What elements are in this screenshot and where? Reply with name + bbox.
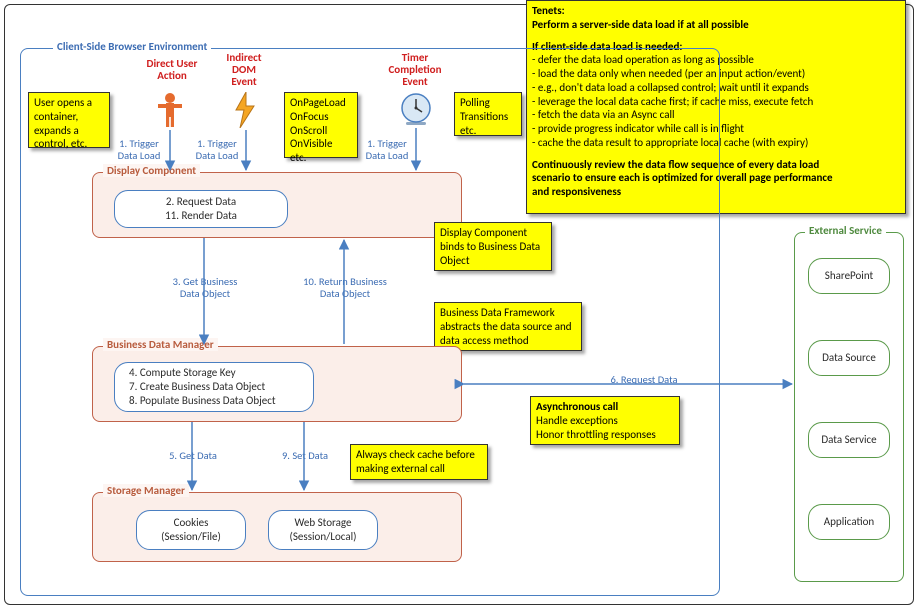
external-service-label: External Service bbox=[805, 224, 886, 237]
flow-step3: 3. Get Business Data Object bbox=[160, 276, 250, 300]
flow-step9: 9. Set Data bbox=[272, 450, 338, 462]
flow-trig2: 1. Trigger Data Load bbox=[190, 138, 244, 162]
clock-icon bbox=[400, 92, 432, 129]
lightning-bolt-icon bbox=[232, 92, 258, 131]
flow-step6: 6. Request Data bbox=[598, 374, 690, 386]
flow-step5: 5. Get Data bbox=[160, 450, 226, 462]
storage-label: Storage Manager bbox=[103, 484, 189, 497]
cache-note: Always check cache before making externa… bbox=[350, 444, 488, 480]
display-internal-pill: 2. Request Data 11. Render Data bbox=[114, 190, 288, 228]
flow-step10: 10. Return Business Data Object bbox=[290, 276, 400, 300]
client-env-label: Client-Side Browser Environment bbox=[53, 40, 211, 53]
bdm-label: Business Data Manager bbox=[103, 338, 218, 351]
display-component-label: Display Component bbox=[103, 164, 200, 177]
trigger-direct: Direct UserAction bbox=[140, 58, 204, 82]
binds-note: Display Component binds to Business Data… bbox=[434, 222, 552, 271]
tenets-line1: Perform a server-side data load if at al… bbox=[532, 18, 900, 32]
person-icon bbox=[156, 92, 184, 131]
external-datasource: Data Source bbox=[808, 340, 890, 376]
flow-trig3: 1. Trigger Data Load bbox=[360, 138, 414, 162]
dom-events-note: OnPageLoad OnFocus OnScroll OnVisible et… bbox=[284, 92, 358, 158]
flow-trig1: 1. Trigger Data Load bbox=[112, 138, 166, 162]
trigger-indirect: IndirectDOMEvent bbox=[218, 52, 270, 88]
trigger-timer: TimerCompletionEvent bbox=[380, 52, 450, 88]
abstracts-note: Business Data Framework abstracts the da… bbox=[434, 302, 582, 351]
external-dataservice: Data Service bbox=[808, 422, 890, 458]
webstorage-pill: Web Storage (Session/Local) bbox=[268, 510, 378, 550]
cookies-pill: Cookies (Session/File) bbox=[136, 510, 246, 550]
user-opens-note: User opens a container, expands a contro… bbox=[28, 92, 110, 148]
external-sharepoint: SharePoint bbox=[808, 258, 890, 294]
polling-note: Polling Transitions etc. bbox=[454, 92, 522, 136]
tenets-title: Tenets: bbox=[532, 4, 900, 18]
external-application: Application bbox=[808, 504, 890, 540]
bdm-internal-pill: 4. Compute Storage Key 7. Create Busines… bbox=[114, 362, 314, 412]
async-note: Asynchronous call Handle exceptions Hono… bbox=[530, 396, 680, 445]
